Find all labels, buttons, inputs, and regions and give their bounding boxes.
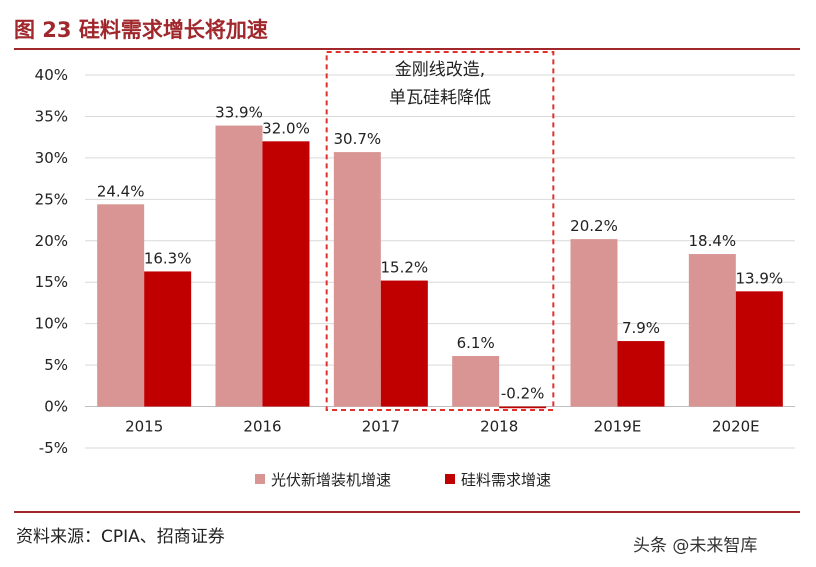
annotation: 金刚线改造, 单瓦硅耗降低 <box>325 51 555 411</box>
data-label: 6.1% <box>457 334 495 352</box>
x-axis-categories: 2015 2016 2017 2018 2019E 2020E <box>125 418 760 436</box>
data-label: 33.9% <box>215 104 263 122</box>
y-tick-label: -5% <box>39 439 68 457</box>
bar-silicon-demand <box>380 280 428 407</box>
bar-silicon-demand <box>735 291 783 407</box>
legend-label: 光伏新增装机增速 <box>271 471 391 489</box>
legend-label: 硅料需求增速 <box>461 471 551 489</box>
highlight-box <box>325 51 555 411</box>
x-tick-label: 2015 <box>125 418 163 436</box>
data-label: 16.3% <box>144 249 192 267</box>
x-tick-label: 2016 <box>243 418 281 436</box>
bar-silicon-demand <box>499 406 547 409</box>
y-tick-label: 10% <box>35 315 68 333</box>
y-tick-label: 15% <box>35 273 68 291</box>
y-tick-label: 5% <box>44 356 68 374</box>
x-tick-label: 2017 <box>362 418 400 436</box>
y-tick-label: 30% <box>35 149 68 167</box>
annotation-text: 单瓦硅耗降低 <box>389 88 491 108</box>
data-label: 7.9% <box>622 319 660 337</box>
data-label: 13.9% <box>736 269 784 287</box>
legend-swatch <box>255 474 265 484</box>
data-label: 24.4% <box>97 182 145 200</box>
y-tick-label: 0% <box>44 398 68 416</box>
bar-pv-install <box>97 204 145 407</box>
y-tick-label: 40% <box>35 66 68 84</box>
annotation-text: 金刚线改造, <box>395 60 485 80</box>
bar-pv-install <box>688 254 736 407</box>
gridlines <box>85 74 795 449</box>
bar-pv-install <box>570 239 618 407</box>
x-tick-label: 2019E <box>594 418 642 436</box>
y-tick-label: 20% <box>35 232 68 250</box>
legend: 光伏新增装机增速 硅料需求增速 <box>255 471 551 489</box>
bar-pv-install <box>452 355 500 407</box>
data-label: -0.2% <box>501 385 545 403</box>
x-tick-label: 2020E <box>712 418 760 436</box>
watermark: 头条 @未来智库 <box>633 536 758 556</box>
data-labels: 24.4% 16.3% 33.9%32.0% 30.7% 15.2% 6.1% -0.2% 2… <box>97 104 783 403</box>
y-axis-ticks: 40% 35% 30% 25% 20% 15% 10% 5% 0% -5% <box>35 66 68 457</box>
bars <box>97 125 783 409</box>
footer-divider <box>14 511 800 513</box>
bar-silicon-demand <box>144 271 192 407</box>
x-tick-label: 2018 <box>480 418 518 436</box>
data-label: 30.7% <box>334 130 382 148</box>
legend-swatch <box>445 474 455 484</box>
figure-title: 图 23 硅料需求增长将加速 <box>14 18 268 42</box>
bar-pv-install <box>333 152 381 407</box>
bar-silicon-demand <box>617 341 665 407</box>
data-label: 32.0% <box>262 119 310 137</box>
bar-silicon-demand <box>262 141 310 407</box>
bar-chart: 40% 35% 30% 25% 20% 15% 10% 5% 0% -5% 24.4% 16.3% 3… <box>35 51 795 489</box>
y-tick-label: 25% <box>35 190 68 208</box>
y-tick-label: 35% <box>35 107 68 125</box>
title-divider <box>14 48 800 50</box>
data-label: 18.4% <box>689 232 737 250</box>
data-label: 15.2% <box>381 259 429 277</box>
source-note: 资料来源：CPIA、招商证券 <box>16 527 225 547</box>
bar-pv-install <box>215 125 263 407</box>
data-label: 20.2% <box>570 217 618 235</box>
